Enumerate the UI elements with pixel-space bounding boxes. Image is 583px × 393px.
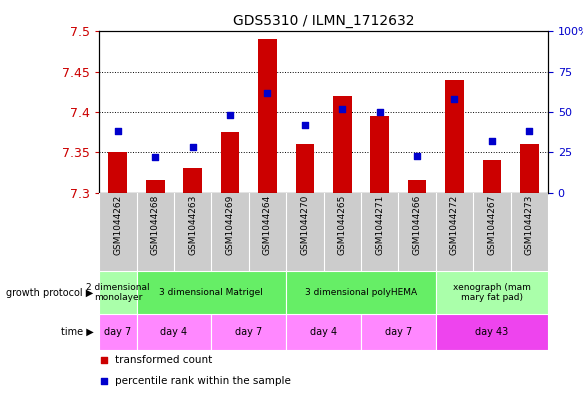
Bar: [136, 271, 286, 314]
Text: GSM1044267: GSM1044267: [487, 195, 496, 255]
Bar: [286, 314, 361, 350]
Point: [226, 112, 235, 118]
Text: day 7: day 7: [104, 327, 131, 337]
Point: [375, 109, 384, 115]
Text: time ▶: time ▶: [61, 327, 93, 337]
Bar: [258, 39, 277, 193]
Point: [99, 356, 108, 363]
Text: GSM1044264: GSM1044264: [263, 195, 272, 255]
Text: day 7: day 7: [235, 327, 262, 337]
Bar: [99, 271, 136, 314]
Text: day 4: day 4: [160, 327, 188, 337]
Point: [412, 152, 422, 159]
Text: day 4: day 4: [310, 327, 337, 337]
Text: growth protocol ▶: growth protocol ▶: [6, 288, 93, 298]
Text: day 7: day 7: [385, 327, 412, 337]
Point: [450, 96, 459, 102]
Text: transformed count: transformed count: [115, 354, 212, 365]
Point: [263, 90, 272, 96]
Point: [150, 154, 160, 160]
Text: GSM1044263: GSM1044263: [188, 195, 197, 255]
Bar: [108, 152, 127, 193]
Text: percentile rank within the sample: percentile rank within the sample: [115, 376, 291, 386]
Text: day 43: day 43: [475, 327, 508, 337]
Bar: [221, 132, 240, 193]
Text: GSM1044271: GSM1044271: [375, 195, 384, 255]
Bar: [146, 180, 164, 193]
Text: GSM1044269: GSM1044269: [226, 195, 234, 255]
Point: [300, 122, 310, 128]
Text: GSM1044268: GSM1044268: [151, 195, 160, 255]
Text: xenograph (mam
mary fat pad): xenograph (mam mary fat pad): [453, 283, 531, 303]
Bar: [99, 314, 136, 350]
Bar: [286, 271, 436, 314]
Point: [113, 128, 122, 134]
Point: [99, 378, 108, 384]
Bar: [136, 314, 211, 350]
Bar: [361, 314, 436, 350]
Text: 3 dimensional polyHEMA: 3 dimensional polyHEMA: [305, 288, 417, 297]
Bar: [445, 80, 464, 193]
Bar: [408, 180, 426, 193]
Text: GSM1044262: GSM1044262: [113, 195, 122, 255]
Bar: [211, 314, 286, 350]
Bar: [436, 271, 548, 314]
Bar: [436, 314, 548, 350]
Text: GSM1044265: GSM1044265: [338, 195, 347, 255]
Bar: [183, 168, 202, 193]
Text: 2 dimensional
monolayer: 2 dimensional monolayer: [86, 283, 150, 303]
Text: GSM1044273: GSM1044273: [525, 195, 534, 255]
Bar: [370, 116, 389, 193]
Text: GSM1044266: GSM1044266: [413, 195, 422, 255]
Title: GDS5310 / ILMN_1712632: GDS5310 / ILMN_1712632: [233, 14, 415, 28]
Point: [188, 144, 197, 151]
Point: [487, 138, 497, 144]
Point: [525, 128, 534, 134]
Bar: [520, 144, 539, 193]
Text: GSM1044270: GSM1044270: [300, 195, 310, 255]
Text: GSM1044272: GSM1044272: [450, 195, 459, 255]
Point: [338, 106, 347, 112]
Bar: [296, 144, 314, 193]
Bar: [333, 96, 352, 193]
Text: 3 dimensional Matrigel: 3 dimensional Matrigel: [159, 288, 264, 297]
Bar: [483, 160, 501, 193]
